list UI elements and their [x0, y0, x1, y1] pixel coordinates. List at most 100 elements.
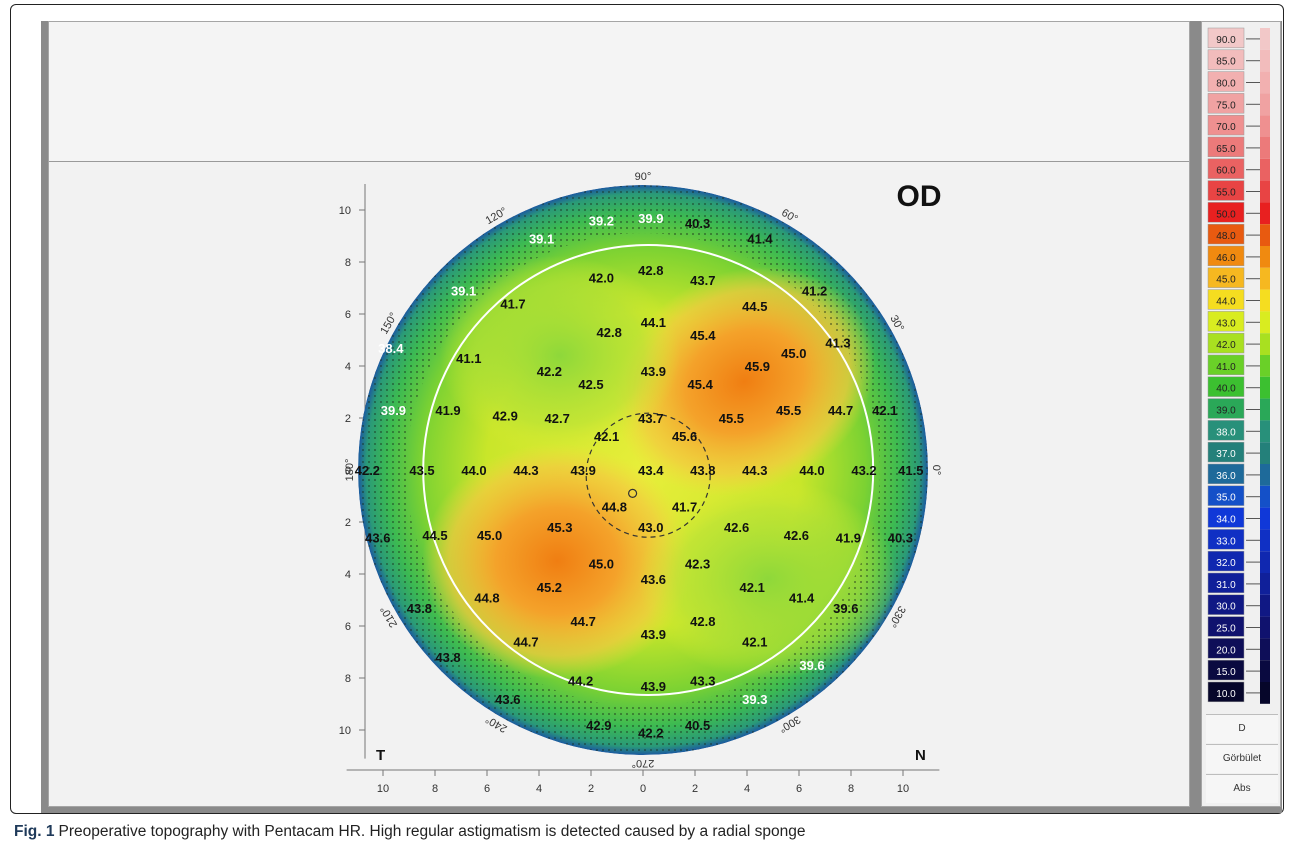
- scale-row: 44.0: [1207, 289, 1270, 312]
- scale-row: 46.0: [1207, 245, 1270, 268]
- scale-swatch: [1207, 354, 1245, 376]
- scale-row: 75.0: [1207, 93, 1270, 116]
- scale-swatch: [1207, 289, 1245, 310]
- scale-value: 34.0: [1216, 515, 1236, 526]
- scale-swatch: [1207, 158, 1245, 179]
- scale-swatch: [1207, 594, 1245, 615]
- scale-row: 32.0: [1207, 550, 1270, 573]
- y-tick-label: 4: [345, 361, 351, 373]
- curvature-value: 39.9: [381, 403, 406, 418]
- scale-row: 65.0: [1207, 136, 1270, 159]
- scale-row: 35.0: [1207, 485, 1270, 508]
- x-tick-label: 8: [432, 783, 438, 795]
- scale-value: 10.0: [1216, 689, 1236, 700]
- x-tick-label: 6: [484, 783, 490, 795]
- scale-bar-segment: [1260, 224, 1270, 246]
- y-tick-label: 8: [345, 257, 351, 269]
- curvature-value: 42.6: [724, 520, 749, 535]
- scale-value: 35.0: [1216, 493, 1236, 504]
- curvature-value: 43.9: [641, 627, 666, 642]
- scale-value: 85.0: [1216, 57, 1236, 68]
- topography-disc: [358, 185, 928, 755]
- scale-row: 30.0: [1207, 594, 1270, 617]
- curvature-value: 45.0: [781, 346, 806, 361]
- curvature-value: 39.1: [451, 284, 476, 299]
- scale-value: 31.0: [1216, 580, 1236, 591]
- pentacam-window: 10 8 6 4 2 0 2 4 6 8 10 10 8 6 4 2 0 2 4 6 8 10 90° 60° 30° 0° 330…: [41, 21, 1282, 813]
- scale-value: 40.0: [1216, 384, 1236, 395]
- scale-bar-segment: [1260, 420, 1270, 443]
- y-tick-label: 0: [345, 465, 351, 477]
- angle-label: 0°: [930, 465, 942, 476]
- curvature-mode-button[interactable]: Görbület: [1206, 744, 1278, 773]
- curvature-value: 43.6: [641, 572, 666, 587]
- scale-bar-segment: [1260, 355, 1270, 377]
- caption-text: Preoperative topography with Pentacam HR…: [58, 823, 806, 840]
- curvature-value: 45.4: [688, 377, 714, 392]
- curvature-value: 44.3: [742, 463, 767, 478]
- curvature-value: 39.6: [799, 658, 824, 673]
- x-tick-label: 2: [588, 783, 594, 795]
- curvature-value: 41.2: [802, 284, 827, 299]
- scale-bar-segment: [1260, 202, 1270, 225]
- curvature-value: 45.0: [477, 528, 502, 543]
- scale-row: 70.0: [1207, 114, 1270, 137]
- scale-swatch: [1207, 529, 1245, 550]
- scale-swatch: [1207, 681, 1245, 703]
- x-tick-label: 6: [796, 783, 802, 795]
- y-tick-label: 10: [339, 725, 351, 737]
- scale-bar-segment: [1260, 529, 1270, 552]
- scale-value: 25.0: [1216, 624, 1236, 635]
- scale-bar-segment: [1260, 28, 1270, 50]
- scale-value: 45.0: [1216, 275, 1236, 286]
- curvature-value: 42.3: [685, 557, 710, 572]
- curvature-value: 43.7: [638, 411, 663, 426]
- figure-frame: 10 8 6 4 2 0 2 4 6 8 10 10 8 6 4 2 0 2 4 6 8 10 90° 60° 30° 0° 330…: [10, 4, 1284, 814]
- curvature-value: 42.2: [537, 364, 562, 379]
- curvature-value: 45.5: [719, 411, 744, 426]
- scale-bar-segment: [1260, 137, 1270, 159]
- top-blank-strip: [49, 22, 1189, 162]
- scale-row: 38.0: [1207, 420, 1270, 443]
- scale-row: 60.0: [1207, 158, 1270, 181]
- scale-bar-segment: [1260, 682, 1270, 704]
- low-quality-dots: [358, 185, 928, 755]
- y-tick-label: 4: [345, 569, 351, 581]
- scale-bar-segment: [1260, 551, 1270, 573]
- scale-swatch: [1207, 332, 1245, 354]
- curvature-value: 39.9: [638, 211, 663, 226]
- curvature-value: 43.8: [407, 601, 432, 616]
- scale-bar-segment: [1260, 616, 1270, 639]
- scale-bar-segment: [1260, 289, 1270, 312]
- scale-value: 36.0: [1216, 471, 1236, 482]
- axes: 10 8 6 4 2 0 2 4 6 8 10 10 8 6 4 2 0 2 4 6 8 10: [339, 184, 940, 795]
- scale-value: 30.0: [1216, 602, 1236, 613]
- scale-row: 25.0: [1207, 616, 1270, 639]
- curvature-value: 45.6: [672, 429, 697, 444]
- x-tick-label: 8: [848, 783, 854, 795]
- y-tick-label: 8: [345, 673, 351, 685]
- y-tick-label: 2: [345, 517, 351, 529]
- x-tick-label: 0: [640, 783, 646, 795]
- scale-row: 42.0: [1207, 332, 1270, 355]
- x-tick-label: 10: [377, 783, 389, 795]
- curvature-value: 42.9: [586, 718, 611, 733]
- scale-swatch: [1207, 507, 1245, 528]
- scale-value: 48.0: [1216, 231, 1236, 242]
- unit-button[interactable]: D: [1206, 714, 1278, 743]
- scale-bar-segment: [1260, 115, 1270, 137]
- curvature-value: 40.5: [685, 718, 710, 733]
- absolute-scale-button[interactable]: Abs: [1206, 774, 1278, 803]
- nasal-label: N: [915, 747, 926, 764]
- scale-swatch: [1207, 572, 1245, 594]
- scale-row: 36.0: [1207, 463, 1270, 486]
- curvature-value: 42.9: [493, 408, 518, 423]
- scale-row: 37.0: [1207, 441, 1270, 464]
- color-scale-panel: 90.0 85.0 80.0 75.0 70.0 65.0 60.0 55.0 50.0 48.0…: [1201, 21, 1281, 807]
- scale-bar-segment: [1260, 246, 1270, 268]
- curvature-value: 44.5: [742, 299, 767, 314]
- curvature-value: 44.7: [828, 403, 853, 418]
- curvature-value: 42.2: [638, 726, 663, 741]
- curvature-value: 44.8: [602, 499, 627, 514]
